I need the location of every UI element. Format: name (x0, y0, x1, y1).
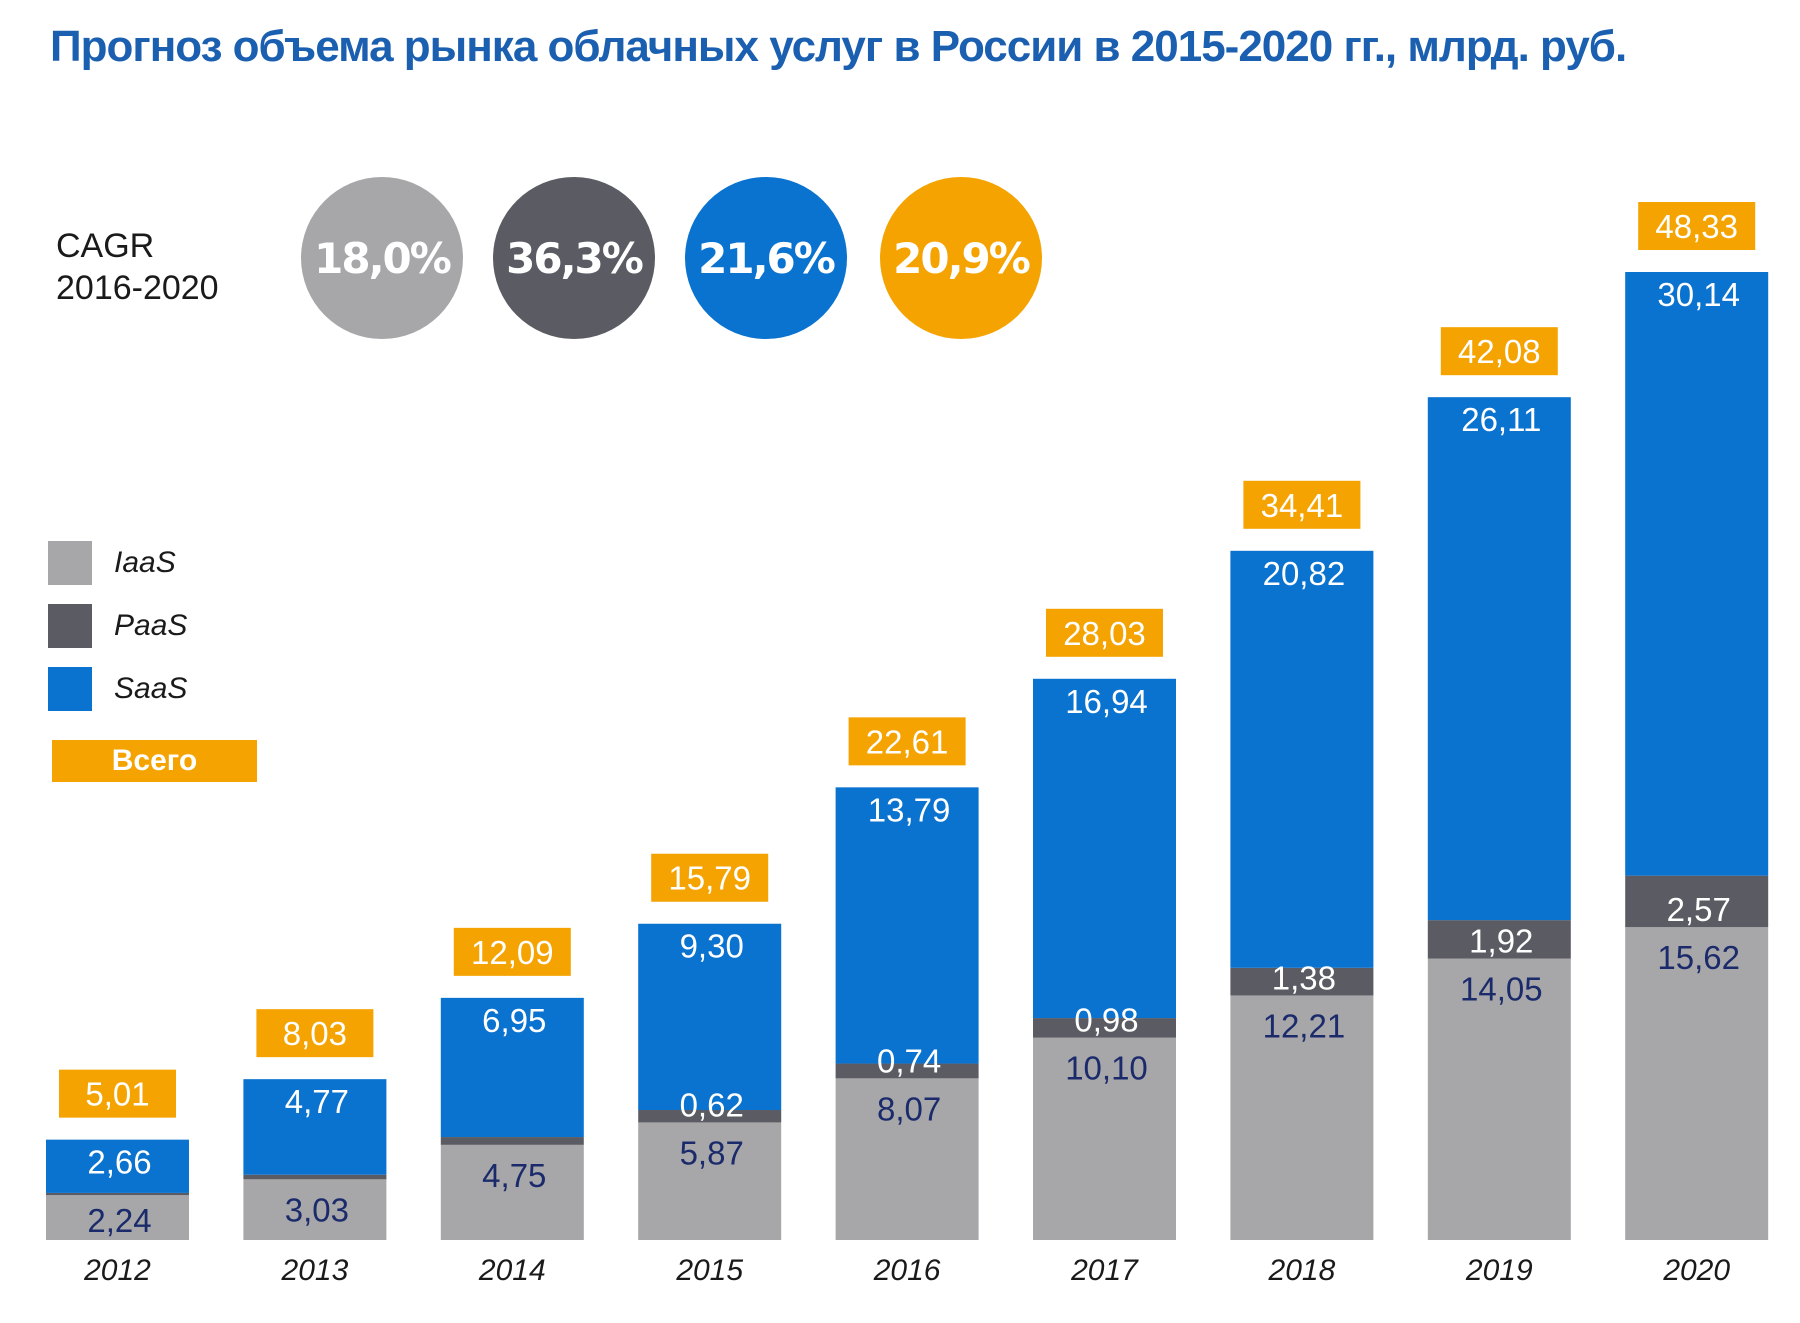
total-label-2019: 42,08 (1458, 333, 1541, 370)
total-label-2012: 5,01 (85, 1076, 149, 1113)
bar-iaas-2013 (243, 1179, 387, 1240)
total-badge-2019 (1440, 327, 1558, 376)
cagr-label: CAGR 2016-2020 (56, 225, 276, 309)
total-badge-2018 (1243, 480, 1361, 529)
total-badge-2016 (848, 717, 966, 766)
x-tick-label-2016: 2016 (873, 1254, 941, 1287)
chart-title: Прогноз объема рынка облачных услуг в Ро… (50, 22, 1627, 71)
cagr-label-line1: CAGR (56, 227, 155, 265)
bar-label-paas-2019: 1,92 (1469, 923, 1533, 960)
bar-paas-2014 (440, 1137, 584, 1145)
legend-swatch-paas (48, 604, 92, 648)
bar-label-iaas-2014: 4,75 (482, 1157, 546, 1194)
bar-label-paas-2015: 0,62 (680, 1086, 744, 1123)
cagr-circle-paas: 36,3% (493, 177, 655, 339)
bar-label-saas-2018: 20,82 (1263, 555, 1346, 592)
x-tick-label-2013: 2013 (281, 1254, 349, 1287)
x-tick-label-2020: 2020 (1662, 1254, 1730, 1287)
total-label-2013: 8,03 (283, 1015, 347, 1052)
bar-iaas-2012 (46, 1195, 189, 1240)
total-label-2018: 34,41 (1261, 487, 1344, 524)
bar-paas-2015 (638, 1110, 782, 1123)
x-tick-label-2017: 2017 (1070, 1254, 1139, 1287)
bar-iaas-2017 (1033, 1037, 1176, 1240)
bar-label-paas-2017: 0,98 (1074, 1002, 1138, 1039)
total-badge-2017 (1046, 608, 1163, 657)
total-label-2016: 22,61 (866, 723, 949, 760)
legend-item-iaas: IaaS (48, 541, 176, 585)
bar-saas-2017 (1033, 678, 1176, 1019)
bar-paas-2016 (835, 1063, 979, 1079)
x-tick-label-2018: 2018 (1268, 1254, 1336, 1287)
bar-iaas-2019 (1427, 958, 1571, 1240)
bar-paas-2019 (1427, 920, 1571, 959)
bar-paas-2020 (1625, 875, 1769, 928)
bar-label-iaas-2017: 10,10 (1065, 1050, 1148, 1087)
x-tick-label-2014: 2014 (478, 1254, 546, 1287)
bar-iaas-2020 (1625, 927, 1769, 1240)
bar-iaas-2015 (638, 1122, 782, 1240)
bar-saas-2015 (638, 923, 782, 1111)
total-label-2014: 12,09 (471, 934, 554, 971)
legend-swatch-iaas (48, 541, 92, 585)
legend-item-saas: SaaS (48, 667, 187, 711)
bar-paas-2012 (46, 1192, 189, 1196)
bar-label-saas-2019: 26,11 (1461, 401, 1541, 438)
bar-label-iaas-2016: 8,07 (877, 1090, 941, 1127)
bar-saas-2014 (440, 997, 584, 1138)
bar-label-saas-2015: 9,30 (680, 928, 744, 965)
total-label-2020: 48,33 (1655, 208, 1738, 245)
bar-label-paas-2020: 2,57 (1667, 891, 1731, 928)
bar-iaas-2016 (835, 1078, 979, 1240)
bar-label-saas-2017: 16,94 (1065, 683, 1148, 720)
legend-label-paas: PaaS (114, 609, 188, 642)
bar-label-iaas-2020: 15,62 (1657, 939, 1740, 976)
legend-label-iaas: IaaS (114, 546, 176, 579)
legend-label-saas: SaaS (114, 672, 188, 705)
bar-saas-2016 (835, 787, 979, 1064)
bar-label-saas-2014: 6,95 (482, 1002, 546, 1039)
cagr-circle-total: 20,9% (880, 177, 1042, 339)
bar-label-iaas-2019: 14,05 (1460, 971, 1543, 1008)
bar-label-saas-2013: 4,77 (285, 1083, 349, 1120)
cagr-circle-iaas: 18,0% (301, 177, 463, 339)
x-tick-label-2012: 2012 (83, 1254, 151, 1287)
bar-label-saas-2012: 2,66 (87, 1144, 151, 1181)
total-label-2017: 28,03 (1063, 615, 1146, 652)
bar-paas-2018 (1230, 967, 1374, 996)
bar-label-saas-2016: 13,79 (868, 791, 951, 828)
bar-iaas-2018 (1230, 995, 1374, 1240)
bar-label-iaas-2013: 3,03 (285, 1191, 349, 1228)
bar-paas-2017 (1033, 1018, 1176, 1038)
bar-iaas-2014 (440, 1144, 584, 1240)
x-tick-label-2019: 2019 (1465, 1254, 1533, 1287)
total-badge-2014 (453, 927, 571, 976)
bar-label-saas-2020: 30,14 (1657, 276, 1740, 313)
total-badge-2013 (256, 1009, 374, 1058)
legend-swatch-saas (48, 667, 92, 711)
legend-total-badge: Всего (52, 740, 257, 782)
bar-saas-2019 (1427, 397, 1571, 921)
bar-label-iaas-2012: 2,24 (87, 1202, 151, 1239)
legend-item-paas: PaaS (48, 604, 187, 648)
cagr-circle-saas: 21,6% (685, 177, 847, 339)
total-label-2015: 15,79 (668, 860, 751, 897)
total-badge-2015 (651, 853, 769, 902)
bar-paas-2013 (243, 1174, 387, 1180)
total-badge-2020 (1638, 202, 1756, 250)
bar-saas-2018 (1230, 550, 1374, 968)
cagr-label-line2: 2016-2020 (56, 269, 219, 307)
bar-saas-2020 (1625, 272, 1769, 876)
total-badge-2012 (59, 1069, 176, 1118)
bar-label-paas-2016: 0,74 (877, 1042, 941, 1079)
x-tick-label-2015: 2015 (675, 1254, 743, 1287)
bar-label-iaas-2015: 5,87 (680, 1134, 744, 1171)
bar-label-iaas-2018: 12,21 (1263, 1007, 1346, 1044)
bar-saas-2012 (46, 1139, 189, 1193)
bar-saas-2013 (243, 1079, 387, 1175)
bar-label-paas-2018: 1,38 (1272, 959, 1336, 996)
